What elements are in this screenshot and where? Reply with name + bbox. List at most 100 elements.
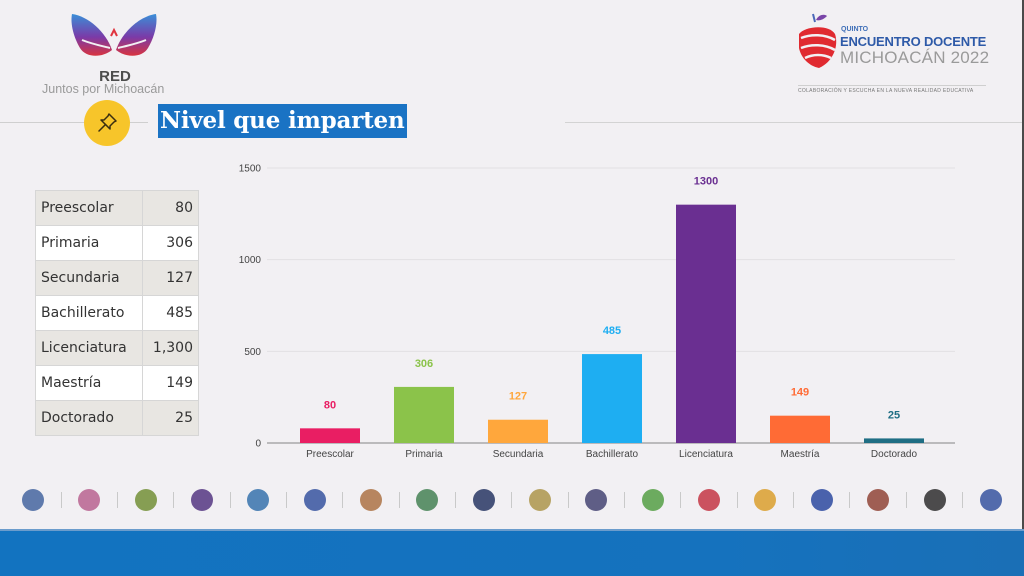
sponsor-logo bbox=[78, 489, 101, 511]
logo-mark-icon bbox=[698, 489, 721, 511]
data-label: 306 bbox=[415, 358, 433, 370]
x-tick-label: Preescolar bbox=[306, 449, 354, 460]
logo-mark-icon bbox=[134, 489, 157, 511]
sponsor-logo bbox=[472, 489, 495, 511]
logo-mark-icon bbox=[191, 489, 214, 511]
sponsor-logo bbox=[303, 489, 326, 511]
logo-mark-icon bbox=[641, 489, 664, 511]
sponsor-logo bbox=[698, 489, 721, 511]
levels-table: Preescolar 80 Primaria 306 Secundaria 127 Bach… bbox=[35, 190, 199, 436]
logo-divider bbox=[798, 85, 986, 86]
sponsor-logo bbox=[529, 489, 552, 511]
logo-mark-icon bbox=[810, 489, 833, 511]
sponsor-logo bbox=[754, 489, 777, 511]
logo-mark-icon bbox=[585, 489, 608, 511]
table-cell-count: 25 bbox=[142, 400, 199, 436]
logo-separator bbox=[624, 492, 626, 508]
logo-separator bbox=[342, 492, 344, 508]
logo-mark-icon bbox=[472, 489, 495, 511]
logo-separator bbox=[736, 492, 738, 508]
red-logo: RED Juntos por Michoacán bbox=[40, 10, 190, 96]
logo-mark-icon bbox=[923, 489, 946, 511]
logo-kicker: QUINTO bbox=[841, 26, 869, 33]
bar-maestra bbox=[770, 415, 830, 443]
x-tick-label: Secundaria bbox=[493, 449, 544, 460]
section-title: Nivel que imparten bbox=[158, 104, 407, 138]
sponsor-logo bbox=[416, 489, 439, 511]
table-cell-count: 149 bbox=[142, 365, 199, 401]
logo-separator bbox=[905, 492, 907, 508]
table-cell-level: Preescolar bbox=[35, 190, 143, 226]
title-rule-left bbox=[0, 122, 148, 123]
table-cell-level: Maestría bbox=[35, 365, 143, 401]
red-logo-title: RED bbox=[99, 68, 131, 85]
pin-badge bbox=[84, 100, 130, 146]
logo-separator bbox=[793, 492, 795, 508]
logo-separator bbox=[962, 492, 964, 508]
table-cell-count: 1,300 bbox=[142, 330, 199, 366]
logo-mark-icon bbox=[247, 489, 270, 511]
logo-mark-icon bbox=[867, 489, 890, 511]
bar-primaria bbox=[394, 386, 454, 443]
logo-separator bbox=[398, 492, 400, 508]
table-cell-level: Primaria bbox=[35, 225, 143, 261]
logo-separator bbox=[511, 492, 513, 508]
title-rule-right bbox=[565, 122, 1022, 123]
y-tick-label: 1000 bbox=[239, 255, 262, 266]
logo-separator bbox=[60, 492, 62, 508]
window-border bbox=[1022, 0, 1024, 574]
encuentro-docente-logo: QUINTO ENCUENTRO DOCENTE MICHOACÁN 2022 … bbox=[795, 10, 990, 94]
y-tick-label: 500 bbox=[244, 347, 261, 358]
y-tick-label: 0 bbox=[255, 439, 261, 450]
table-row: Secundaria 127 bbox=[35, 260, 199, 296]
table-row: Licenciatura 1,300 bbox=[35, 330, 199, 366]
logo-mark-icon bbox=[22, 489, 44, 511]
bar-doctorado bbox=[864, 438, 924, 443]
logo-separator bbox=[680, 492, 682, 508]
x-tick-label: Licenciatura bbox=[679, 449, 733, 460]
logo-mark-icon bbox=[78, 489, 101, 511]
bar-preescolar bbox=[300, 428, 360, 443]
sponsor-logo bbox=[810, 489, 833, 511]
table-row: Bachillerato 485 bbox=[35, 295, 199, 331]
table-row: Primaria 306 bbox=[35, 225, 199, 261]
sponsor-logo bbox=[979, 489, 1002, 511]
table-cell-count: 127 bbox=[142, 260, 199, 296]
data-label: 149 bbox=[791, 387, 809, 399]
data-label: 1300 bbox=[694, 176, 718, 188]
logo-mark-icon bbox=[529, 489, 552, 511]
x-tick-label: Bachillerato bbox=[586, 449, 639, 460]
logo-mark-icon bbox=[303, 489, 326, 511]
logo-title: ENCUENTRO DOCENTE bbox=[840, 34, 987, 49]
table-row: Maestría 149 bbox=[35, 365, 199, 401]
pushpin-icon bbox=[98, 113, 117, 132]
x-tick-label: Maestría bbox=[781, 449, 820, 460]
logo-separator bbox=[849, 492, 851, 508]
x-tick-label: Doctorado bbox=[871, 449, 918, 460]
table-cell-level: Bachillerato bbox=[35, 295, 143, 331]
bar-bachillerato bbox=[582, 354, 642, 443]
logo-separator bbox=[567, 492, 569, 508]
logo-separator bbox=[229, 492, 231, 508]
y-tick-label: 1500 bbox=[239, 164, 262, 175]
logo-tagline: COLABORACIÓN Y ESCUCHA EN LA NUEVA REALI… bbox=[798, 88, 974, 94]
logo-mark-icon bbox=[360, 489, 383, 511]
sponsor-logo bbox=[867, 489, 890, 511]
footer-bar bbox=[0, 529, 1024, 576]
logo-separator bbox=[286, 492, 288, 508]
sponsor-logo bbox=[247, 489, 270, 511]
red-logo-subtitle: Juntos por Michoacán bbox=[42, 82, 165, 96]
logo-mark-icon bbox=[416, 489, 439, 511]
data-label: 485 bbox=[603, 325, 621, 337]
bar-secundaria bbox=[488, 419, 548, 443]
sponsor-logo bbox=[585, 489, 608, 511]
table-cell-level: Secundaria bbox=[35, 260, 143, 296]
table-cell-level: Licenciatura bbox=[35, 330, 143, 366]
logo-mark-icon bbox=[979, 489, 1002, 511]
butterfly-icon bbox=[71, 14, 157, 56]
table-cell-count: 306 bbox=[142, 225, 199, 261]
apple-icon bbox=[799, 13, 837, 68]
sponsor-logo bbox=[22, 489, 44, 511]
table-row: Doctorado 25 bbox=[35, 400, 199, 436]
